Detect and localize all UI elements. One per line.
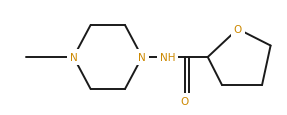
Text: O: O [181, 96, 189, 106]
Text: N: N [138, 53, 146, 62]
Text: O: O [234, 25, 242, 35]
Text: N: N [70, 53, 77, 62]
Text: NH: NH [160, 53, 176, 62]
